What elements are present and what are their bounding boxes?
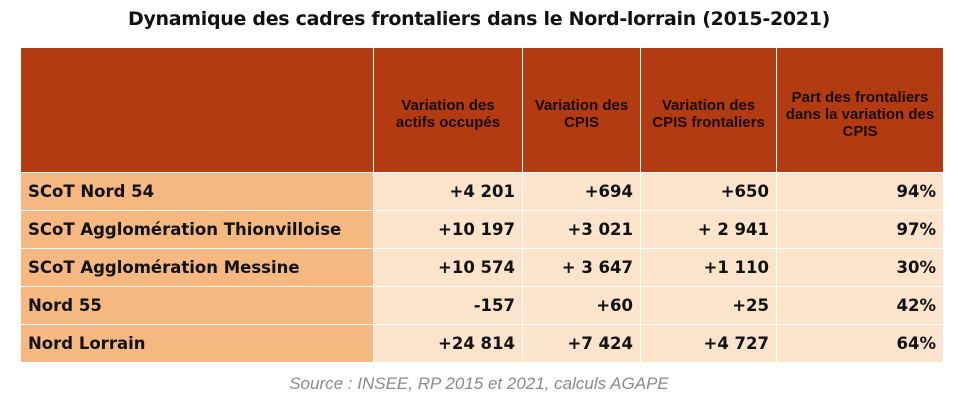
row-label: SCoT Agglomération Messine	[20, 248, 374, 287]
table-title: Dynamique des cadres frontaliers dans le…	[127, 8, 831, 30]
table-row: SCoT Agglomération Messine +10 574 + 3 647…	[20, 248, 944, 287]
value-cell: +10 574	[373, 248, 523, 287]
row-label: SCoT Agglomération Thionvilloise	[20, 210, 374, 249]
row-label: SCoT Nord 54	[20, 172, 374, 211]
value-cell: 42%	[776, 286, 944, 325]
value-cell: +60	[522, 286, 641, 325]
row-label: Nord Lorrain	[20, 324, 374, 363]
table-row: SCoT Nord 54 +4 201 +694 +650 94%	[20, 172, 944, 211]
value-cell: +1 110	[640, 248, 777, 287]
header-cell-part-frontaliers: Part des frontaliers dans la variation d…	[776, 47, 944, 173]
table-row: Nord Lorrain +24 814 +7 424 +4 727 64%	[20, 324, 944, 363]
value-cell: +650	[640, 172, 777, 211]
table-row: Nord 55 -157 +60 +25 42%	[20, 286, 944, 325]
value-cell: +25	[640, 286, 777, 325]
row-label: Nord 55	[20, 286, 374, 325]
value-cell: +694	[522, 172, 641, 211]
value-cell: 94%	[776, 172, 944, 211]
value-cell: + 3 647	[522, 248, 641, 287]
data-table: Variation des actifs occupés Variation d…	[20, 47, 944, 363]
value-cell: 30%	[776, 248, 944, 287]
value-cell: +24 814	[373, 324, 523, 363]
header-cell-cpis-frontaliers: Variation des CPIS frontaliers	[640, 47, 777, 173]
value-cell: +7 424	[522, 324, 641, 363]
header-row: Variation des actifs occupés Variation d…	[20, 47, 944, 173]
value-cell: -157	[373, 286, 523, 325]
value-cell: +10 197	[373, 210, 523, 249]
header-cell-actifs: Variation des actifs occupés	[373, 47, 523, 173]
table-row: SCoT Agglomération Thionvilloise +10 197 +…	[20, 210, 944, 249]
value-cell: 64%	[776, 324, 944, 363]
value-cell: +4 201	[373, 172, 523, 211]
header-cell-cpis: Variation des CPIS	[522, 47, 641, 173]
value-cell: +4 727	[640, 324, 777, 363]
value-cell: +3 021	[522, 210, 641, 249]
source-note: Source : INSEE, RP 2015 et 2021, calculs…	[289, 374, 669, 393]
value-cell: + 2 941	[640, 210, 777, 249]
header-cell-territory	[20, 47, 374, 173]
value-cell: 97%	[776, 210, 944, 249]
